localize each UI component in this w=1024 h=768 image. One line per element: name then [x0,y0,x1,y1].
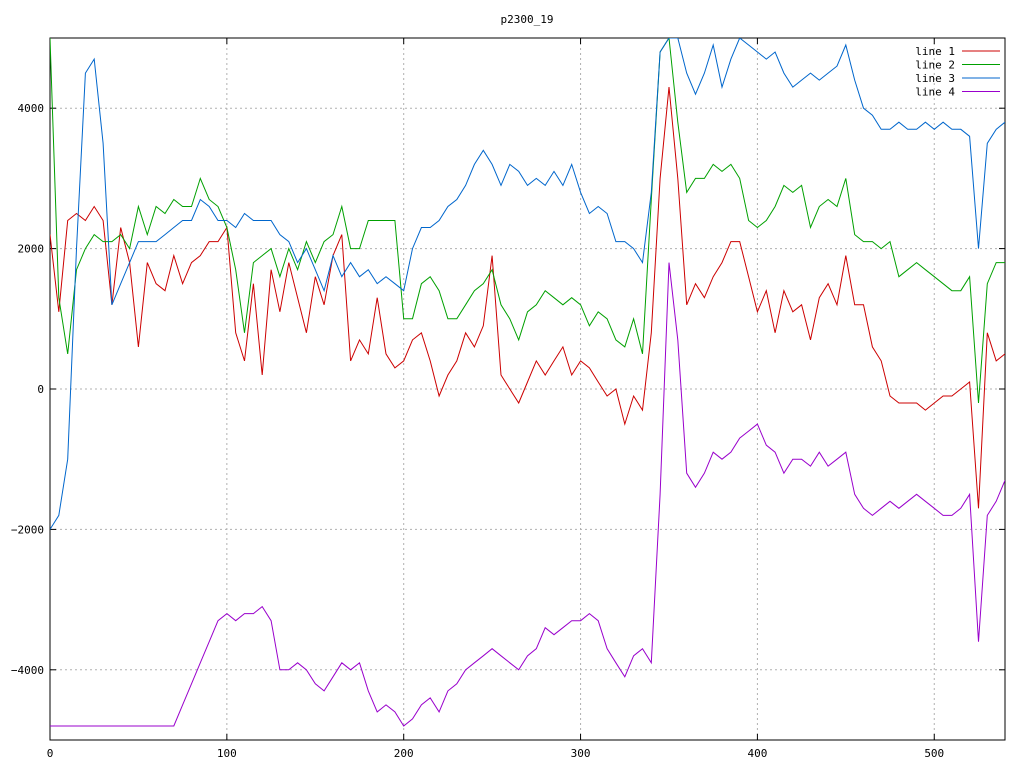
series-line-3 [50,38,1005,530]
legend-label: line 2 [915,59,955,72]
x-tick-label: 400 [747,747,767,760]
axis-ticks: 0 100 200 300 400 500 −4000 −2000 0 2000 4000 [11,38,1005,760]
y-tick-label: −2000 [11,523,44,536]
y-tick-label: 0 [37,383,44,396]
legend-label: line 1 [915,45,955,58]
y-tick-label: 4000 [18,102,45,115]
grid [50,38,1005,740]
legend-label: line 4 [915,86,955,99]
series-line-4 [50,262,1005,727]
y-tick-label: −4000 [11,664,44,677]
y-tick-label: 2000 [18,243,45,256]
series-line-1 [50,87,1005,509]
x-tick-label: 100 [217,747,237,760]
x-tick-label: 0 [47,747,54,760]
series-lines [50,38,1005,727]
x-tick-label: 200 [394,747,414,760]
x-tick-label: 500 [924,747,944,760]
series-line-2 [50,38,1005,404]
legend-label: line 3 [915,72,955,85]
x-tick-label: 300 [571,747,591,760]
chart-title: p2300_19 [501,13,554,26]
